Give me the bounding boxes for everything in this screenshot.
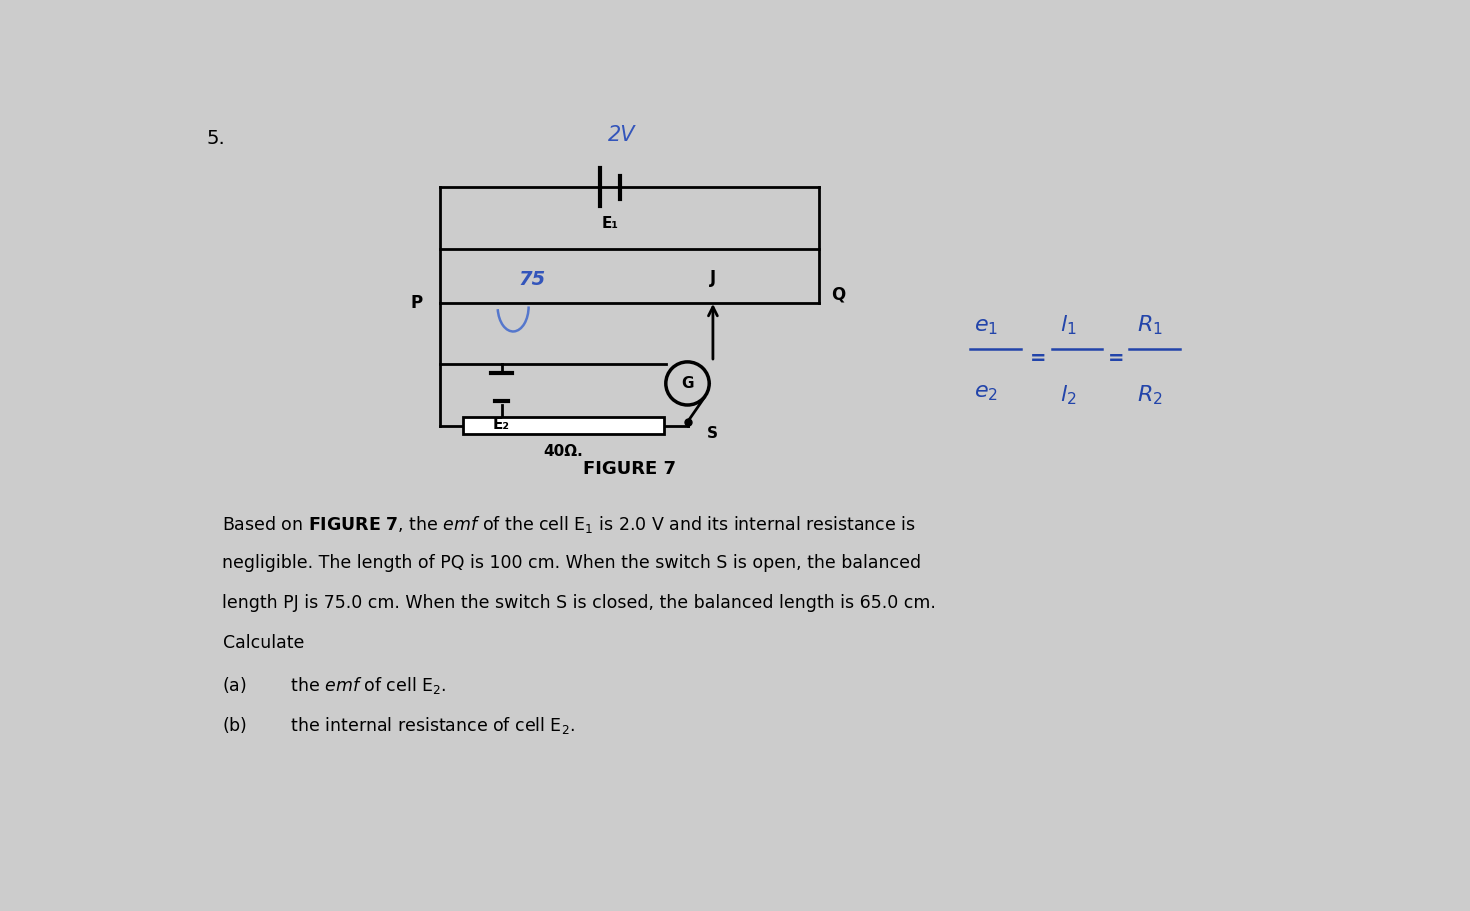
Text: $l_1$: $l_1$	[1060, 313, 1076, 337]
Text: FIGURE 7: FIGURE 7	[584, 460, 676, 478]
Text: G: G	[681, 376, 694, 391]
Text: (a)        the $\it{emf}$ of cell E$_2$.: (a) the $\it{emf}$ of cell E$_2$.	[222, 674, 447, 695]
Text: =: =	[1107, 349, 1125, 367]
Text: S: S	[707, 425, 717, 441]
Text: $e_2$: $e_2$	[975, 384, 998, 404]
Text: 5.: 5.	[207, 129, 226, 148]
Text: E₁: E₁	[601, 216, 619, 231]
Text: $R_2$: $R_2$	[1136, 384, 1163, 407]
Text: length PJ is 75.0 cm. When the switch S is closed, the balanced length is 65.0 c: length PJ is 75.0 cm. When the switch S …	[222, 594, 936, 612]
Text: E₂: E₂	[492, 416, 510, 432]
Text: 40Ω.: 40Ω.	[544, 444, 584, 458]
Text: Q: Q	[831, 286, 845, 304]
Text: Calculate: Calculate	[222, 634, 304, 652]
Text: negligible. The length of PQ is 100 cm. When the switch S is open, the balanced: negligible. The length of PQ is 100 cm. …	[222, 555, 922, 572]
Text: 75: 75	[519, 270, 547, 289]
Text: P: P	[410, 293, 422, 312]
Circle shape	[666, 362, 709, 405]
Text: 2V: 2V	[609, 125, 635, 145]
Text: Based on $\bf{FIGURE\ 7}$, the $\it{emf}$ of the cell E$_1$ is 2.0 V and its int: Based on $\bf{FIGURE\ 7}$, the $\it{emf}…	[222, 515, 916, 536]
Text: $e_1$: $e_1$	[975, 317, 998, 337]
Text: J: J	[710, 269, 716, 287]
Text: $R_1$: $R_1$	[1136, 313, 1163, 337]
Bar	[463, 417, 664, 435]
Text: (b)        the internal resistance of cell E$_2$.: (b) the internal resistance of cell E$_2…	[222, 714, 576, 735]
Text: $l_2$: $l_2$	[1060, 384, 1076, 407]
Text: =: =	[1030, 349, 1047, 367]
